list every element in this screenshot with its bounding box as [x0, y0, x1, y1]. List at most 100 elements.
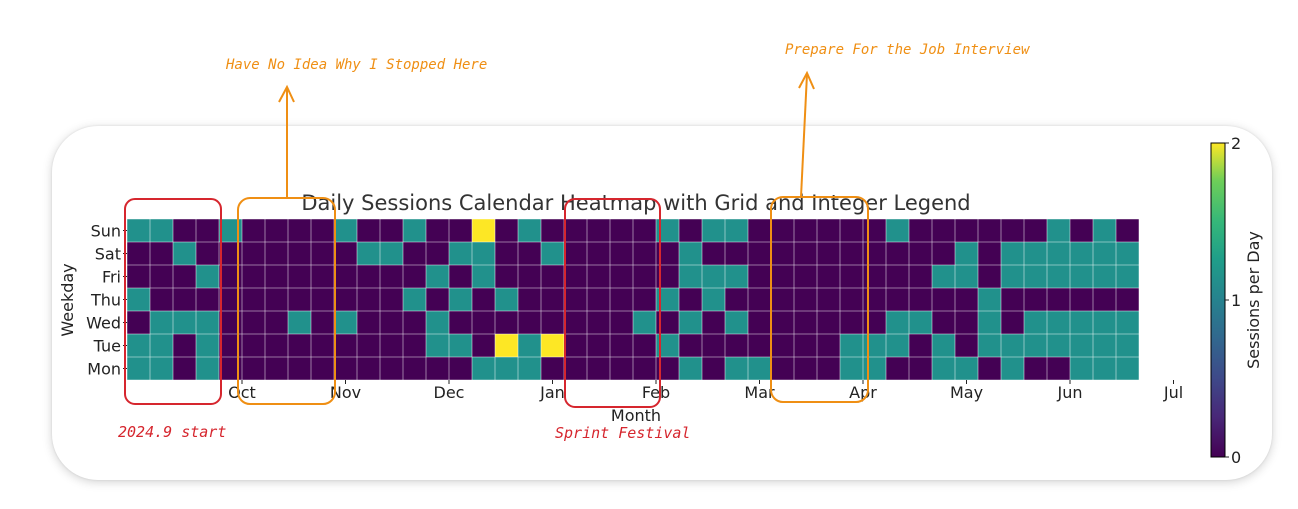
heatmap-cell: [909, 357, 932, 380]
heatmap-cell: [288, 219, 311, 242]
heatmap-cell: [288, 334, 311, 357]
heatmap-cell: [817, 334, 840, 357]
heatmap-cell: [541, 219, 564, 242]
heatmap-cell: [587, 265, 610, 288]
heatmap-cell: [955, 265, 978, 288]
heatmap-cell: [564, 219, 587, 242]
heatmap-cell: [173, 288, 196, 311]
heatmap-cell: [633, 334, 656, 357]
heatmap-cell: [955, 334, 978, 357]
heatmap-cell: [173, 242, 196, 265]
heatmap-cell: [472, 334, 495, 357]
heatmap-cell: [472, 242, 495, 265]
heatmap-cell: [817, 242, 840, 265]
heatmap-cell: [518, 219, 541, 242]
heatmap-cell: [127, 242, 150, 265]
heatmap-cell: [380, 265, 403, 288]
heatmap-cell: [771, 357, 794, 380]
heatmap-cell: [1047, 219, 1070, 242]
heatmap-cell: [748, 242, 771, 265]
heatmap-cell: [150, 334, 173, 357]
heatmap-cell: [334, 334, 357, 357]
annotation-start-note: 2024.9 start: [118, 423, 226, 441]
heatmap-cell: [541, 288, 564, 311]
chart-title: Daily Sessions Calendar Heatmap with Gri…: [301, 191, 970, 215]
heatmap-cell: [1047, 357, 1070, 380]
heatmap-cell: [311, 219, 334, 242]
heatmap-cell: [242, 265, 265, 288]
colorbar-tick-label: 1: [1231, 291, 1241, 310]
x-tick-label: Nov: [330, 383, 361, 402]
heatmap-cell: [679, 311, 702, 334]
heatmap-cell: [518, 288, 541, 311]
heatmap-cell: [725, 242, 748, 265]
heatmap-cell: [357, 357, 380, 380]
heatmap-cell: [633, 219, 656, 242]
heatmap-cell: [909, 288, 932, 311]
heatmap-cell: [495, 357, 518, 380]
heatmap-cell: [1116, 242, 1139, 265]
heatmap-cell: [725, 357, 748, 380]
heatmap-cell: [173, 219, 196, 242]
heatmap-cell: [932, 219, 955, 242]
heatmap-cell: [587, 357, 610, 380]
heatmap-cell: [840, 242, 863, 265]
heatmap-cell: [794, 219, 817, 242]
heatmap-cell: [426, 219, 449, 242]
heatmap-cell: [1116, 288, 1139, 311]
heatmap-cell: [1093, 265, 1116, 288]
heatmap-cell: [196, 242, 219, 265]
x-tick-label: Mar: [744, 383, 775, 402]
heatmap-cell: [1093, 219, 1116, 242]
heatmap-cell: [955, 311, 978, 334]
heatmap-cell: [1070, 265, 1093, 288]
heatmap-cell: [725, 288, 748, 311]
heatmap-cell: [311, 357, 334, 380]
colorbar-ticks: 0 1 2: [1225, 134, 1241, 467]
heatmap-cell: [426, 265, 449, 288]
heatmap-cell: [311, 242, 334, 265]
heatmap-cell: [725, 334, 748, 357]
heatmap-cell: [955, 242, 978, 265]
heatmap-cell: [840, 219, 863, 242]
heatmap-cell: [311, 311, 334, 334]
heatmap-cell: [1116, 311, 1139, 334]
heatmap-cell: [196, 219, 219, 242]
heatmap-cell: [587, 242, 610, 265]
heatmap-cell: [150, 265, 173, 288]
heatmap-cell: [196, 288, 219, 311]
heatmap-cell: [380, 311, 403, 334]
heatmap-cell: [173, 311, 196, 334]
heatmap-cell: [541, 334, 564, 357]
heatmap-cell: [127, 288, 150, 311]
heatmap-cell: [932, 265, 955, 288]
heatmap-cell: [748, 334, 771, 357]
heatmap-cell: [679, 357, 702, 380]
heatmap-cell: [1070, 242, 1093, 265]
heatmap-cell: [817, 288, 840, 311]
heatmap-cell: [748, 311, 771, 334]
annotation-festival-box: [564, 198, 661, 408]
heatmap-cell: [518, 311, 541, 334]
heatmap-cell: [702, 288, 725, 311]
heatmap-cell: [564, 311, 587, 334]
heatmap-cell: [656, 334, 679, 357]
heatmap-cell: [1047, 311, 1070, 334]
heatmap-cell: [886, 265, 909, 288]
heatmap-cell: [127, 357, 150, 380]
heatmap-cell: [403, 334, 426, 357]
heatmap-cell: [633, 288, 656, 311]
heatmap-cell: [334, 265, 357, 288]
x-tick-label: Jun: [1057, 383, 1083, 402]
heatmap-cell: [541, 265, 564, 288]
heatmap-cell: [702, 334, 725, 357]
heatmap-cell: [265, 288, 288, 311]
heatmap-cell: [403, 242, 426, 265]
heatmap-cell: [656, 219, 679, 242]
heatmap-cell: [702, 265, 725, 288]
heatmap-cell: [242, 334, 265, 357]
heatmap-cell: [886, 334, 909, 357]
heatmap-cell: [150, 219, 173, 242]
heatmap-cell: [219, 265, 242, 288]
heatmap-cell: [771, 265, 794, 288]
